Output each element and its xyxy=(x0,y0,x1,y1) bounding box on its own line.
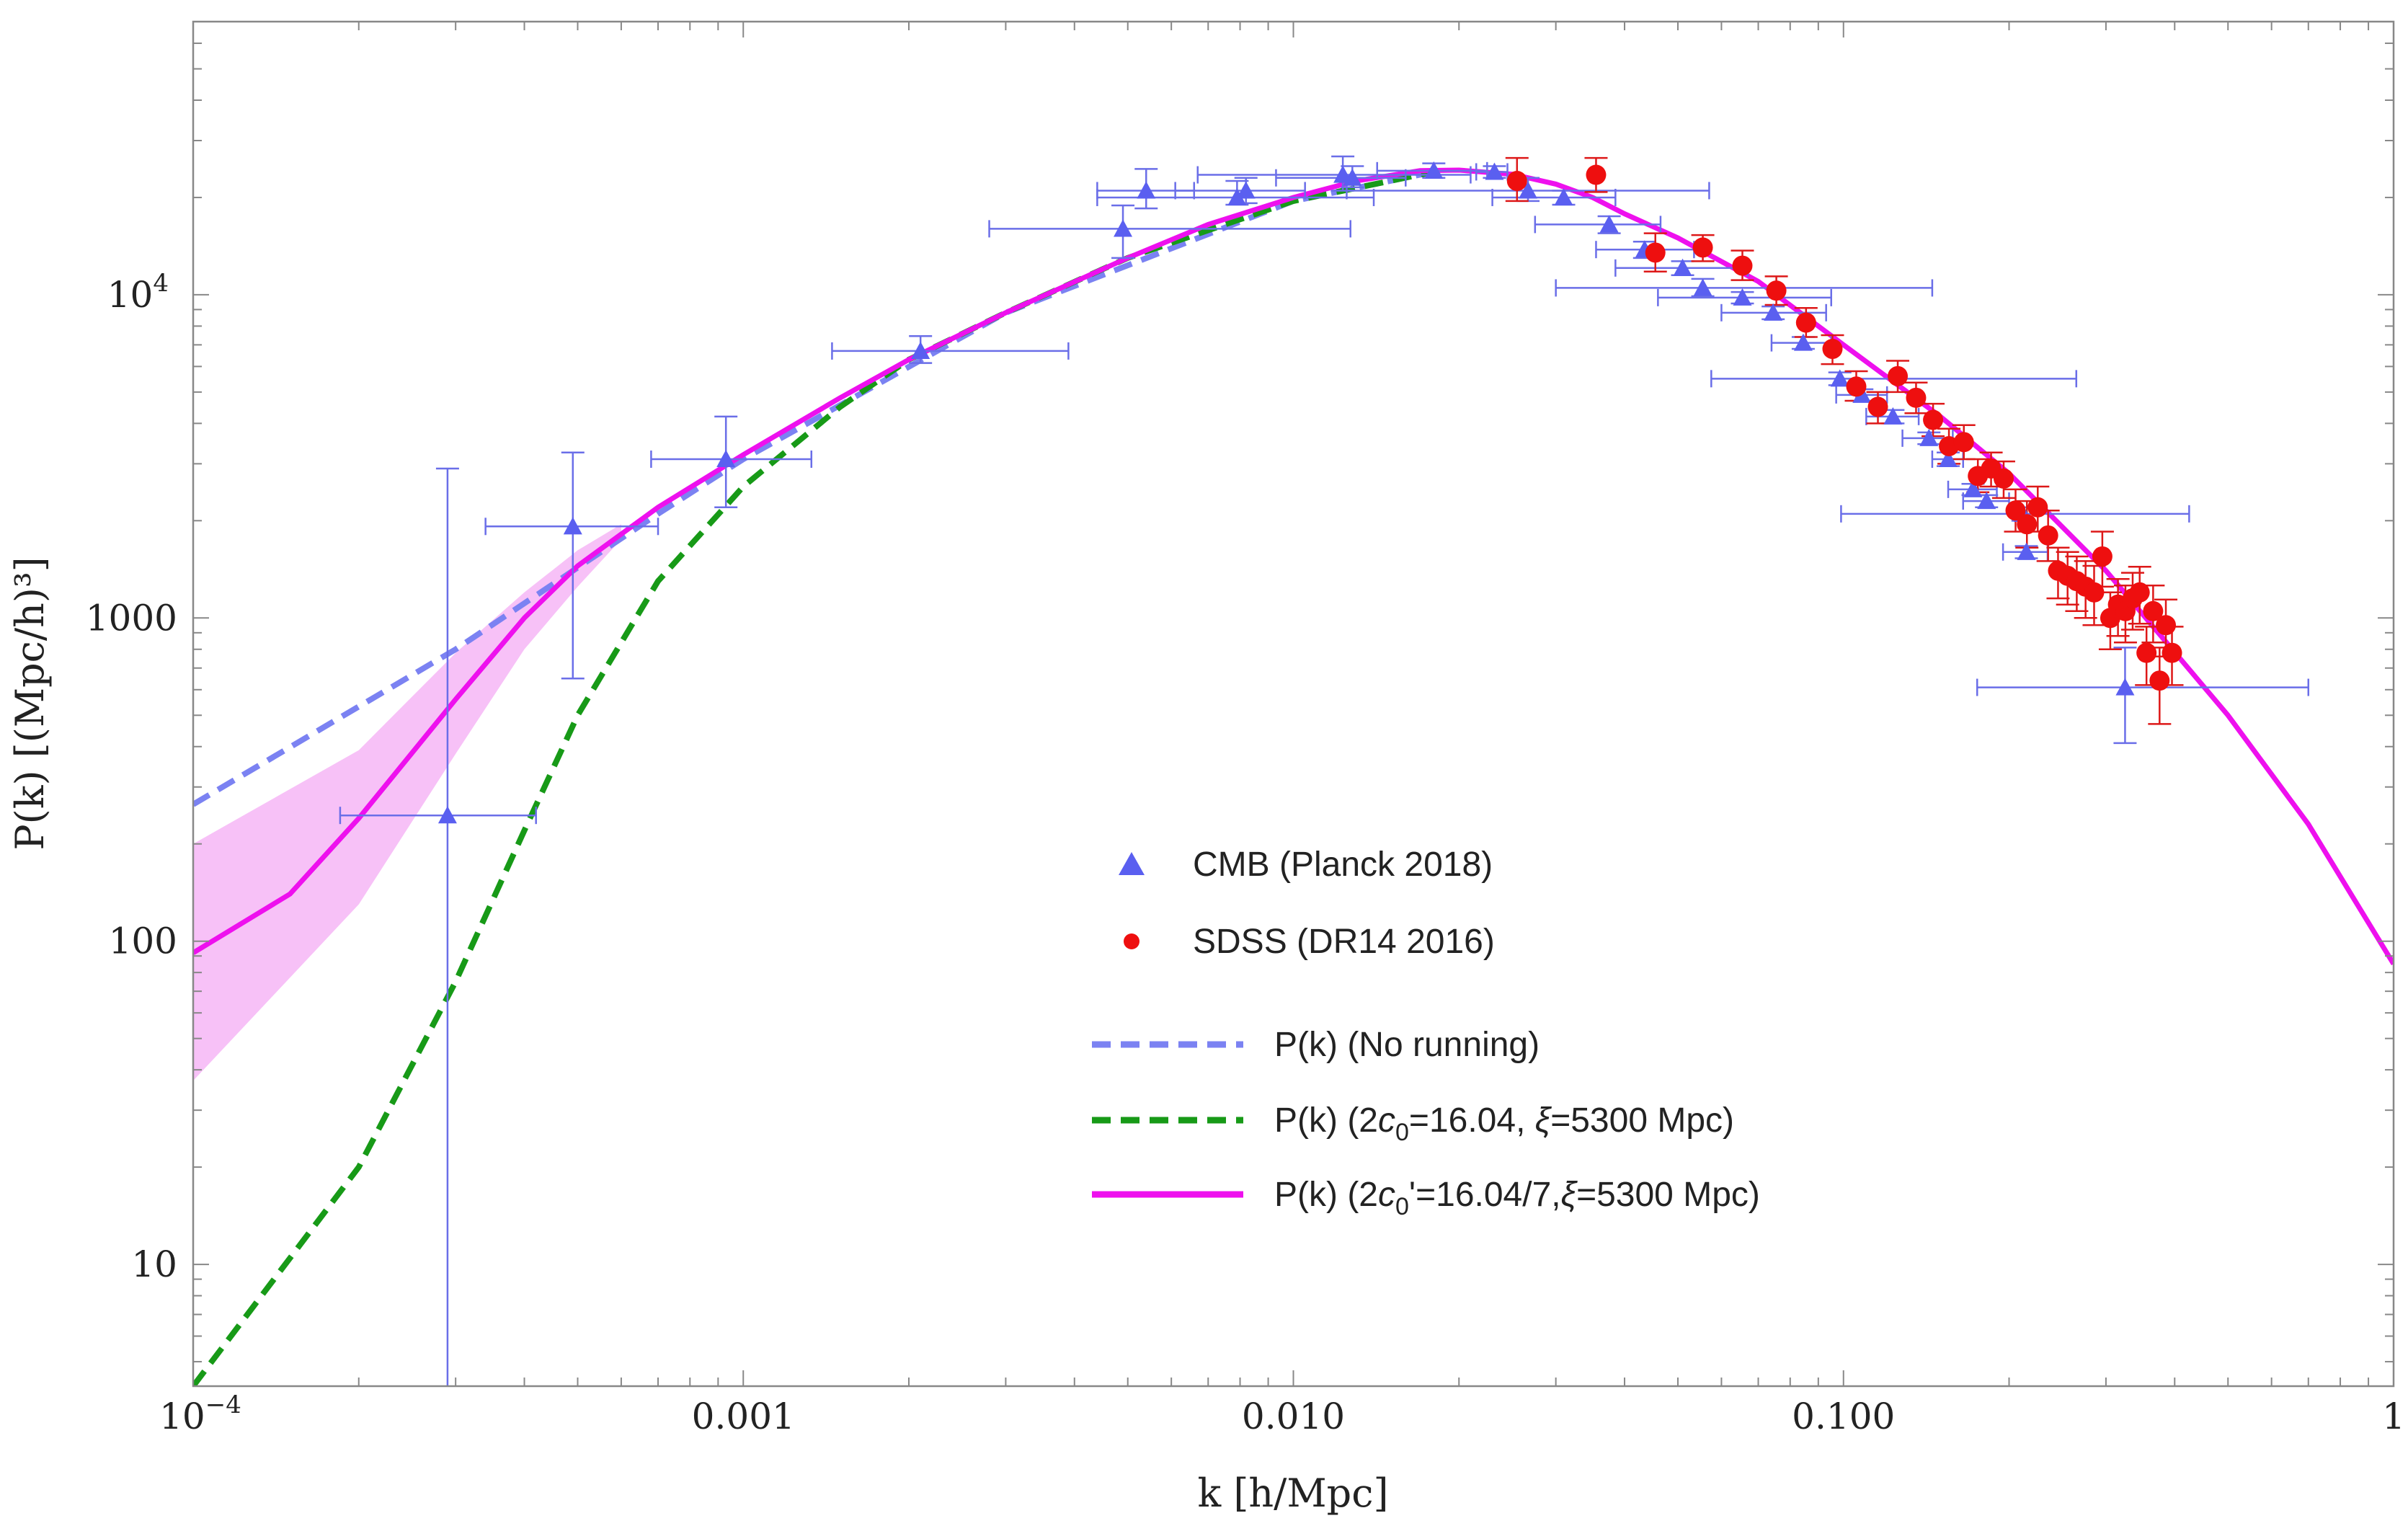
legend-magenta-mid: '=16.04/7, xyxy=(1409,1176,1561,1214)
sdss-data-point xyxy=(1645,242,1666,263)
cmb-data-point xyxy=(911,341,930,359)
sdss-data-point xyxy=(2149,670,2170,691)
cmb-data-point xyxy=(1693,278,1712,296)
sdss-data-point xyxy=(1846,376,1867,397)
cmb-data-point xyxy=(1227,187,1247,206)
cmb-data-point xyxy=(437,806,457,824)
sdss-data-point xyxy=(2027,497,2048,518)
sdss-data-point xyxy=(1867,396,1888,417)
legend-cmb-marker xyxy=(1119,852,1145,875)
cmb-data-point xyxy=(1977,492,1996,510)
y-axis-title: P(k) [(Mpc/h)³] xyxy=(7,556,53,850)
sdss-data-point xyxy=(2084,582,2105,603)
sdss-data-point xyxy=(1906,387,1927,408)
cmb-data-point xyxy=(1519,181,1538,199)
sdss-data-point xyxy=(1888,365,1909,386)
sdss-data-point xyxy=(1692,237,1713,258)
y-tick-label: 104 xyxy=(107,269,169,316)
sdss-data-point xyxy=(1586,164,1607,185)
sdss-data-point xyxy=(1732,255,1753,276)
cmb-data-point xyxy=(1343,168,1362,186)
y-tick-label-base: 10 xyxy=(107,274,154,316)
curve-running-2c0-over-7 xyxy=(193,167,2394,966)
legend-sdss-marker xyxy=(1124,933,1139,949)
sdss-data-point xyxy=(1993,468,2014,489)
y-tick-label: 1000 xyxy=(86,597,177,639)
sdss-data-point xyxy=(2017,514,2038,535)
legend-no-running-label: P(k) (No running) xyxy=(1274,1026,1540,1064)
legend-green-label: P(k) (2c0=16.04, ξ=5300 Mpc) xyxy=(1274,1101,1734,1146)
cmb-error-bar xyxy=(339,467,537,1386)
legend-green-xi: ξ xyxy=(1535,1101,1552,1140)
cmb-data-point xyxy=(1137,181,1156,199)
x-tick-label: 0.001 xyxy=(692,1396,795,1437)
cmb-data-point xyxy=(1673,258,1692,276)
cmb-data-point xyxy=(1764,303,1783,321)
y-tick-label-exponent: 4 xyxy=(153,269,169,298)
axis-ticks-layer xyxy=(192,21,2394,1386)
x-axis-title: k [h/Mpc] xyxy=(1197,1470,1388,1516)
legend: CMB (Planck 2018) SDSS (DR14 2016) P(k) … xyxy=(1092,846,1760,1220)
x-tick-label: 0.010 xyxy=(1242,1396,1345,1437)
sdss-data-point xyxy=(1766,280,1787,301)
legend-green-suffix: =5300 Mpc) xyxy=(1550,1101,1734,1140)
sdss-data-point xyxy=(2143,600,2164,621)
cmb-data-point xyxy=(2115,678,2135,696)
x-tick-label: 10−4 xyxy=(159,1390,241,1437)
legend-green-mid: =16.04, xyxy=(1409,1101,1535,1140)
sdss-data-point xyxy=(2129,582,2150,603)
cmb-data-point xyxy=(1554,187,1573,206)
sdss-data-point xyxy=(1923,409,1944,430)
cmb-error-bar xyxy=(1976,647,2310,745)
cmb-data-point xyxy=(1919,428,1939,446)
cmb-data-point xyxy=(1939,449,1958,468)
data-markers-layer xyxy=(437,161,2182,824)
legend-magenta-prefix: P(k) (2 xyxy=(1274,1176,1378,1214)
y-tick-label: 100 xyxy=(109,921,177,962)
sdss-data-point xyxy=(1953,432,1974,453)
legend-sdss-label: SDSS (DR14 2016) xyxy=(1193,923,1495,961)
cmb-data-point xyxy=(1963,479,1983,497)
x-tick-label: 1 xyxy=(2382,1396,2405,1437)
cmb-data-point xyxy=(2017,542,2036,560)
cmb-data-point xyxy=(716,449,736,468)
legend-magenta-xi: ξ xyxy=(1561,1176,1578,1214)
cmb-data-point xyxy=(1599,215,1619,233)
cmb-data-point xyxy=(1883,407,1903,425)
legend-green-prefix: P(k) (2 xyxy=(1274,1101,1378,1140)
sdss-data-point xyxy=(2005,500,2026,521)
sdss-data-point xyxy=(1506,171,1527,192)
uncertainty-band xyxy=(193,524,621,1081)
sdss-data-point xyxy=(2092,546,2112,567)
uncertainty-band-layer xyxy=(193,524,621,1081)
x-tick-label-exponent: −4 xyxy=(205,1390,241,1419)
sdss-data-point xyxy=(1795,312,1816,333)
x-tick-label-base: 10 xyxy=(159,1396,205,1437)
legend-magenta-c: c xyxy=(1378,1176,1395,1214)
sdss-data-point xyxy=(2156,615,2177,636)
cmb-data-point xyxy=(1793,333,1813,351)
cmb-data-point xyxy=(1114,219,1133,237)
cmb-data-point xyxy=(1830,369,1849,387)
sdss-data-point xyxy=(1822,339,1843,360)
legend-green-c: c xyxy=(1378,1101,1395,1140)
legend-green-subscript: 0 xyxy=(1395,1119,1409,1146)
cmb-data-point xyxy=(1733,288,1752,306)
y-tick-label: 10 xyxy=(131,1243,177,1285)
legend-cmb-label: CMB (Planck 2018) xyxy=(1193,846,1493,884)
legend-magenta-label: P(k) (2c0'=16.04/7,ξ=5300 Mpc) xyxy=(1274,1176,1760,1220)
cmb-data-point xyxy=(1485,162,1504,180)
legend-magenta-suffix: =5300 Mpc) xyxy=(1576,1176,1760,1214)
sdss-data-point xyxy=(2162,642,2182,663)
cmb-data-point xyxy=(1236,181,1256,199)
sdss-data-point xyxy=(2038,525,2058,546)
legend-magenta-subscript: 0 xyxy=(1395,1193,1409,1220)
x-tick-label: 0.100 xyxy=(1792,1396,1895,1437)
sdss-data-point xyxy=(2136,642,2157,663)
cmb-data-point xyxy=(1424,161,1444,179)
cmb-data-point xyxy=(563,517,582,535)
